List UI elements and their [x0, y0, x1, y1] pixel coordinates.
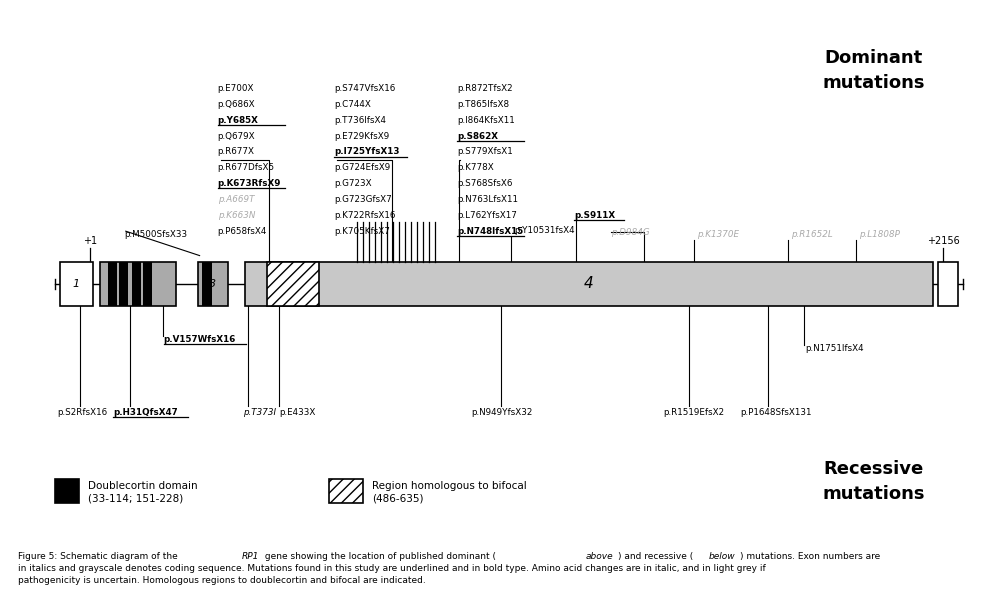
Text: p.T865IfsX8: p.T865IfsX8 [457, 100, 509, 109]
Text: p.Y685X: p.Y685X [218, 116, 258, 124]
Text: p.R1519EfsX2: p.R1519EfsX2 [664, 408, 725, 417]
Text: 2: 2 [134, 279, 142, 289]
Text: p.K1370E: p.K1370E [697, 229, 739, 239]
Text: ) and recessive (: ) and recessive ( [618, 552, 693, 561]
Text: p.G723X: p.G723X [334, 179, 372, 188]
Text: p.S911X: p.S911X [574, 211, 615, 220]
Text: p.N1751IfsX4: p.N1751IfsX4 [805, 344, 864, 353]
Text: p.L1808P: p.L1808P [859, 229, 900, 239]
Text: below: below [709, 552, 736, 561]
Text: Figure 5: Schematic diagram of the: Figure 5: Schematic diagram of the [18, 552, 181, 561]
Text: p.N763LfsX11: p.N763LfsX11 [457, 195, 518, 204]
Text: p.S779XfsX1: p.S779XfsX1 [457, 148, 513, 156]
Text: p.C744X: p.C744X [334, 100, 371, 109]
Text: p.M500SfsX33: p.M500SfsX33 [124, 230, 187, 239]
Text: p.P1648SfsX131: p.P1648SfsX131 [741, 408, 812, 417]
Text: Dominant
mutations: Dominant mutations [822, 49, 924, 92]
Text: p.S2RfsX16: p.S2RfsX16 [57, 408, 107, 417]
Text: p.S768SfsX6: p.S768SfsX6 [457, 179, 512, 188]
Text: p.S862X: p.S862X [457, 132, 498, 140]
Text: Doublecortin domain: Doublecortin domain [88, 481, 198, 491]
Text: p.Q679X: p.Q679X [218, 132, 255, 140]
Text: p.I864KfsX11: p.I864KfsX11 [457, 116, 515, 124]
Bar [60, 262, 93, 306]
Text: 4: 4 [584, 276, 594, 291]
Bar [132, 262, 141, 306]
Text: p.K673RfsX9: p.K673RfsX9 [218, 179, 281, 188]
Bar [143, 262, 152, 306]
Text: pathogenicity is uncertain. Homologous regions to doublecortin and bifocal are i: pathogenicity is uncertain. Homologous r… [18, 576, 426, 586]
Text: p.S747VfsX16: p.S747VfsX16 [334, 84, 395, 93]
Text: p.E700X: p.E700X [218, 84, 254, 93]
Text: p.E433X: p.E433X [279, 408, 315, 417]
Text: p.Q686X: p.Q686X [218, 100, 255, 109]
Text: p.V157WfsX16: p.V157WfsX16 [164, 335, 237, 343]
Text: p.R872TfsX2: p.R872TfsX2 [457, 84, 513, 93]
Text: p.G724EfsX9: p.G724EfsX9 [334, 163, 390, 172]
Bar [245, 262, 933, 306]
Text: (486-635): (486-635) [372, 493, 424, 503]
Text: p.G723GfsX7: p.G723GfsX7 [334, 195, 392, 204]
Text: Region homologous to bifocal: Region homologous to bifocal [372, 481, 527, 491]
Text: p.N748IfsX15: p.N748IfsX15 [457, 227, 523, 235]
Text: p.T373I: p.T373I [244, 408, 276, 417]
Bar [198, 262, 228, 306]
Text: Recessive
mutations: Recessive mutations [822, 461, 924, 503]
Text: (33-114; 151-228): (33-114; 151-228) [88, 493, 183, 503]
Text: in italics and grayscale denotes coding sequence. Mutations found in this study : in italics and grayscale denotes coding … [18, 564, 765, 573]
Bar [329, 479, 363, 503]
Text: p.N949YfsX32: p.N949YfsX32 [471, 408, 532, 417]
Bar [108, 262, 117, 306]
Text: gene showing the location of published dominant (: gene showing the location of published d… [262, 552, 496, 561]
Bar [202, 262, 212, 306]
Text: p.E729KfsX9: p.E729KfsX9 [334, 132, 389, 140]
Text: p.R677X: p.R677X [218, 148, 254, 156]
Text: p.K663N: p.K663N [218, 211, 254, 220]
Text: p.D984G: p.D984G [611, 228, 650, 237]
Text: 3: 3 [209, 279, 217, 289]
Bar [267, 262, 319, 306]
Text: p.K778X: p.K778X [457, 163, 494, 172]
Text: p.T736IfsX4: p.T736IfsX4 [334, 116, 386, 124]
Bar [55, 479, 79, 503]
Text: p.K705KfsX7: p.K705KfsX7 [334, 227, 390, 235]
Bar [100, 262, 176, 306]
Text: +2156: +2156 [927, 237, 959, 246]
Text: p.Y10531fsX4: p.Y10531fsX4 [514, 226, 575, 235]
Text: p.P658fsX4: p.P658fsX4 [218, 227, 266, 235]
Text: p.L762YfsX17: p.L762YfsX17 [457, 211, 517, 220]
Bar [119, 262, 128, 306]
Text: p.R677DfsX5: p.R677DfsX5 [218, 163, 274, 172]
Text: p.H31QfsX47: p.H31QfsX47 [113, 408, 178, 417]
Text: above: above [586, 552, 614, 561]
Text: p.I725YfsX13: p.I725YfsX13 [334, 148, 400, 156]
Text: RP1: RP1 [242, 552, 258, 561]
Text: p.A669T: p.A669T [218, 195, 254, 204]
Text: 1: 1 [73, 279, 80, 289]
Bar [938, 262, 958, 306]
Text: p.R1652L: p.R1652L [791, 229, 833, 239]
Text: ) mutations. Exon numbers are: ) mutations. Exon numbers are [740, 552, 880, 561]
Text: p.K722RfsX16: p.K722RfsX16 [334, 211, 395, 220]
Text: +1: +1 [83, 237, 97, 246]
